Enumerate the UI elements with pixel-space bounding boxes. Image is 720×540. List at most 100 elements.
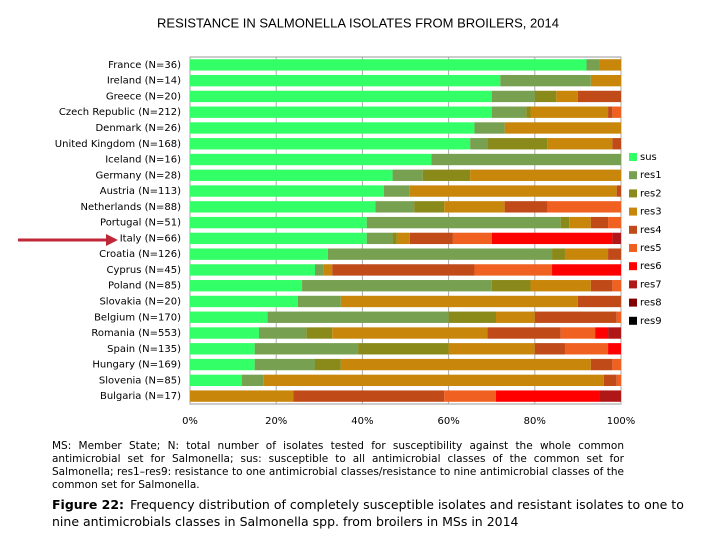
legend-label: res7 [640, 279, 662, 290]
bar-segment [190, 169, 393, 181]
y-tick-label: Poland (N=85) [108, 281, 181, 292]
y-tick-label: Netherlands (N=88) [80, 202, 181, 213]
legend-label: res5 [640, 243, 662, 254]
bar-segment [470, 169, 621, 181]
bar-segment [608, 343, 621, 355]
bar-segment [190, 201, 376, 213]
bar-segment [302, 280, 492, 292]
bar-segment [595, 327, 609, 339]
legend-label: res9 [640, 316, 662, 327]
bar-segment [258, 327, 307, 339]
bar-segment [547, 138, 613, 150]
y-tick-label: Belgium (N=170) [94, 312, 181, 323]
bar-segment [534, 90, 557, 103]
bar-segment [340, 295, 578, 308]
y-tick-label: Romania (N=553) [91, 328, 181, 339]
y-tick-label: Cyprus (N=45) [107, 265, 182, 276]
x-tick-label: 40% [351, 416, 373, 427]
bar-segment [297, 295, 341, 308]
bar-segment [332, 264, 475, 276]
bar-segment [470, 138, 488, 150]
bar-segment [409, 185, 617, 197]
bar-segment [616, 311, 621, 323]
bar-segment [534, 343, 565, 355]
bar-segment [577, 295, 621, 308]
bar-segment [577, 90, 621, 103]
bar-segment [556, 90, 578, 103]
legend-label: res1 [640, 170, 662, 181]
bar-segment [241, 374, 264, 387]
chart: RESISTANCE IN SALMONELLA ISOLATES FROM B… [18, 15, 662, 427]
bar-segment [190, 216, 367, 229]
bar-segment [409, 232, 453, 245]
bar-segment [448, 311, 497, 323]
bar-segment [612, 358, 621, 371]
bar-segment [590, 216, 609, 229]
footnote: MS: Member State; N: total number of iso… [52, 440, 624, 491]
bar-segment [366, 232, 393, 245]
bar-segment [616, 374, 621, 387]
bar-segment [190, 343, 255, 355]
bar-segment [599, 59, 621, 71]
figure-label: Figure 22: [52, 497, 125, 512]
bar-segment [254, 343, 359, 355]
bar-segment [414, 201, 445, 213]
y-tick-label: Greece (N=20) [106, 91, 181, 102]
bar-segment [560, 216, 570, 229]
legend-swatch [629, 189, 637, 198]
bar-segment [327, 248, 553, 260]
bar-segment [190, 138, 471, 150]
legend-swatch [629, 207, 637, 216]
bar-segment [392, 169, 423, 181]
bar-segment [332, 327, 488, 339]
y-tick-label: Slovenia (N=85) [99, 375, 181, 386]
x-tick-label: 20% [265, 416, 287, 427]
bar-segment [190, 74, 501, 87]
y-tick-label: Slovakia (N=20) [99, 296, 181, 307]
bar-segment [590, 358, 613, 371]
bar-segment [608, 327, 621, 339]
bar-segment [431, 153, 621, 166]
bar-segment [616, 185, 621, 197]
bar-segment [599, 390, 621, 402]
x-tick-label: 80% [524, 416, 546, 427]
bar-segment [608, 248, 621, 260]
bar-segment [504, 122, 621, 134]
bar-segment [491, 280, 531, 292]
legend-label: res4 [640, 225, 662, 236]
pointer-arrowhead [106, 234, 118, 246]
bar-segment [586, 59, 600, 71]
bar-segment [190, 390, 294, 402]
bar-segment [603, 374, 617, 387]
bar-segment [608, 106, 613, 118]
legend-label: res3 [640, 207, 662, 218]
figure-caption: Frequency distribution of completely sus… [52, 497, 684, 529]
bar-segment [293, 390, 445, 402]
bar-segment [190, 59, 587, 71]
bar-segment [526, 106, 531, 118]
bar-segment [190, 106, 492, 118]
bar-segment [340, 358, 591, 371]
bar-segment [474, 264, 553, 276]
bar-segment [496, 311, 535, 323]
bar-segment [190, 264, 315, 276]
bar-segment [564, 248, 609, 260]
bar-segment [323, 264, 333, 276]
x-tick-label: 60% [437, 416, 459, 427]
legend-swatch [629, 298, 637, 307]
bar-segment [612, 106, 621, 118]
bar-segment [190, 358, 255, 371]
bar-segment [444, 390, 497, 402]
y-tick-label: France (N=36) [108, 60, 181, 71]
bar-segment [504, 201, 548, 213]
legend-label: sus [640, 152, 657, 163]
bar-segment [254, 358, 315, 371]
bar-segment [496, 390, 600, 402]
bar-segment [500, 74, 591, 87]
bar-segment [552, 248, 565, 260]
bar-segment [366, 216, 561, 229]
y-tick-label: Ireland (N=14) [107, 76, 181, 87]
y-tick-label: Croatia (N=126) [99, 249, 181, 260]
bar-segment [444, 201, 505, 213]
